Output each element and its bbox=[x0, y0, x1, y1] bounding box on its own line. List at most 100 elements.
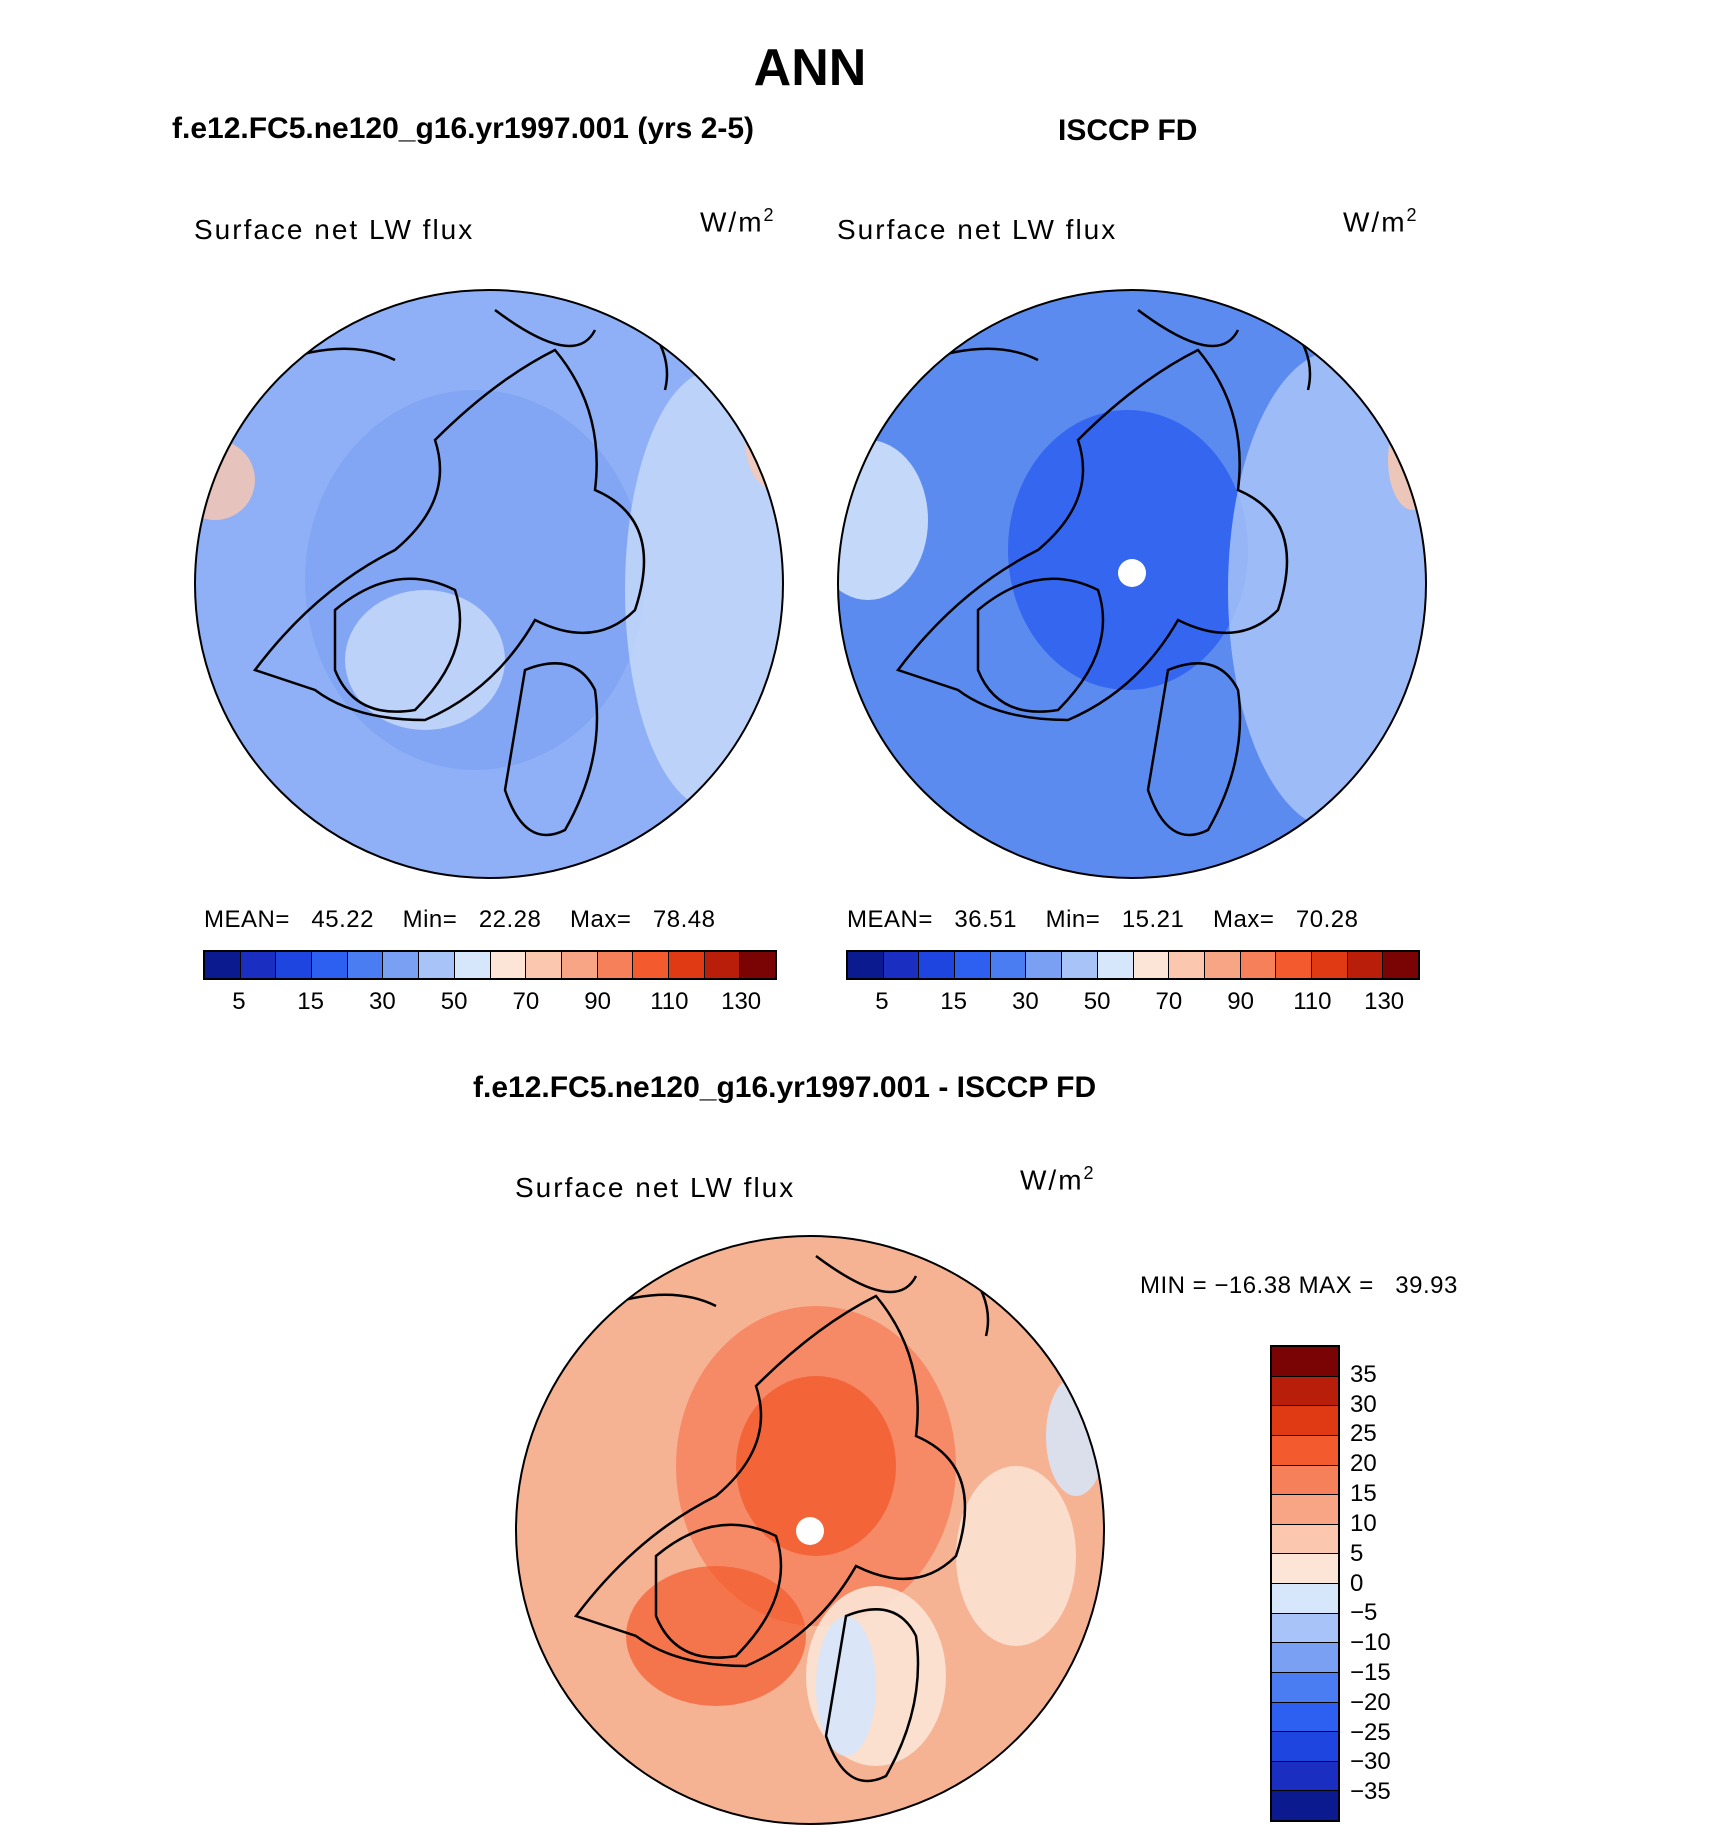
diff-coastline bbox=[654, 1523, 783, 1659]
model-stats: MEAN= 45.22 Min= 22.28 Max= 78.48 bbox=[204, 906, 716, 933]
colorbar-tick-label: −20 bbox=[1350, 1688, 1391, 1716]
colorbar-swatch bbox=[1272, 1347, 1338, 1377]
colorbar-swatch bbox=[1347, 952, 1384, 978]
diff-field-region bbox=[816, 1616, 876, 1756]
colorbar-swatch bbox=[1272, 1554, 1338, 1584]
obs-field-region bbox=[1008, 410, 1248, 690]
colorbar-swatch bbox=[1240, 952, 1277, 978]
colorbar-swatch bbox=[1272, 1406, 1338, 1436]
diff-units-label: W/m2 bbox=[1020, 1163, 1096, 1196]
colorbar-tick-label: 130 bbox=[1364, 988, 1405, 1015]
colorbar-swatch bbox=[704, 952, 741, 978]
colorbar-swatch bbox=[561, 952, 598, 978]
diff-variable-label: Surface net LW flux bbox=[515, 1172, 796, 1203]
colorbar-swatch bbox=[1272, 1524, 1338, 1555]
colorbar-swatch bbox=[490, 952, 527, 978]
diff-field-region bbox=[736, 1376, 896, 1556]
colorbar-tick-label: 25 bbox=[1350, 1420, 1377, 1448]
colorbar-swatch bbox=[919, 952, 956, 978]
colorbar-swatch bbox=[1311, 952, 1348, 978]
obs-coastline bbox=[895, 348, 1289, 722]
colorbar-swatch bbox=[633, 952, 669, 978]
diff-field-region bbox=[956, 1466, 1076, 1646]
colorbar-tick-label: 30 bbox=[1350, 1390, 1377, 1418]
colorbar-tick-label: 50 bbox=[1083, 988, 1111, 1015]
colorbar-swatch bbox=[668, 952, 705, 978]
colorbar-tick-label: −10 bbox=[1350, 1629, 1391, 1657]
colorbar-swatch bbox=[454, 952, 491, 978]
diff-coastline bbox=[824, 1608, 920, 1783]
colorbar-swatch bbox=[1026, 952, 1063, 978]
colorbar-tick-label: 110 bbox=[650, 988, 689, 1015]
colorbar-swatch bbox=[276, 952, 313, 978]
model-coastline bbox=[503, 662, 599, 837]
colorbar-swatch bbox=[883, 952, 920, 978]
colorbar-tick-label: −5 bbox=[1350, 1599, 1378, 1627]
model-polar-map bbox=[194, 289, 784, 879]
diff-field-region bbox=[626, 1566, 806, 1706]
colorbar-tick-label: 110 bbox=[1293, 988, 1332, 1015]
obs-variable-label: Surface net LW flux bbox=[837, 214, 1118, 245]
colorbar-swatch bbox=[1272, 1643, 1338, 1673]
colorbar-tick-label: 130 bbox=[721, 988, 762, 1015]
colorbar-swatch bbox=[597, 952, 634, 978]
colorbar-tick-label: 15 bbox=[1350, 1480, 1377, 1508]
model-field-region bbox=[625, 370, 783, 810]
diff-pole-missing-data bbox=[796, 1517, 824, 1545]
colorbar-tick-label: 5 bbox=[232, 988, 246, 1015]
colorbar-swatch bbox=[848, 952, 884, 978]
obs-polar-map bbox=[837, 289, 1427, 879]
obs-field-region bbox=[838, 440, 928, 600]
model-coastline bbox=[333, 577, 462, 713]
colorbar-tick-label: 20 bbox=[1350, 1450, 1377, 1478]
colorbar-swatch bbox=[1272, 1435, 1338, 1466]
obs-field-region bbox=[1228, 350, 1426, 830]
colorbar-swatch bbox=[1272, 1465, 1338, 1496]
colorbar-tick-label: −15 bbox=[1350, 1658, 1391, 1686]
colorbar-swatch bbox=[1272, 1376, 1338, 1407]
colorbar-swatch bbox=[740, 952, 775, 978]
colorbar-tick-label: 70 bbox=[512, 988, 540, 1015]
model-colorbar bbox=[203, 950, 777, 980]
colorbar-swatch bbox=[1272, 1702, 1338, 1733]
colorbar-swatch bbox=[1272, 1791, 1338, 1820]
colorbar-swatch bbox=[526, 952, 562, 978]
model-field-region bbox=[745, 390, 783, 490]
colorbar-tick-label: 30 bbox=[369, 988, 396, 1015]
colorbar-swatch bbox=[1272, 1495, 1338, 1525]
colorbar-swatch bbox=[347, 952, 384, 978]
model-field-region bbox=[345, 590, 505, 730]
colorbar-tick-label: 15 bbox=[940, 988, 967, 1015]
obs-pole-missing-data bbox=[1118, 559, 1146, 587]
obs-coastline bbox=[976, 577, 1105, 713]
colorbar-tick-label: 0 bbox=[1350, 1569, 1364, 1597]
colorbar-tick-label: −25 bbox=[1350, 1718, 1391, 1746]
obs-stats: MEAN= 36.51 Min= 15.21 Max= 70.28 bbox=[847, 906, 1359, 933]
colorbar-swatch bbox=[419, 952, 455, 978]
obs-colorbar-ticks: 5 15 30 50 70 90 110 130 bbox=[846, 988, 1420, 1018]
colorbar-tick-label: 70 bbox=[1155, 988, 1183, 1015]
obs-coastline bbox=[1146, 662, 1242, 837]
obs-units-label: W/m2 bbox=[1343, 205, 1419, 238]
colorbar-tick-label: 10 bbox=[1350, 1509, 1377, 1537]
colorbar-swatch bbox=[955, 952, 991, 978]
colorbar-swatch bbox=[1062, 952, 1098, 978]
colorbar-swatch bbox=[1272, 1761, 1338, 1792]
page-title: ANN bbox=[753, 39, 867, 97]
model-units-label: W/m2 bbox=[700, 205, 776, 238]
colorbar-tick-label: 35 bbox=[1350, 1360, 1377, 1388]
diff-colorbar-ticks: 35 30 25 20 15 10 5 0 −5 −10 −15 −20 −25 −30 −35 bbox=[1350, 1345, 1470, 1822]
diff-panel-title: f.e12.FC5.ne120_g16.yr1997.001 - ISCCP F… bbox=[473, 1071, 1097, 1104]
colorbar-tick-label: 15 bbox=[297, 988, 324, 1015]
model-panel-title: f.e12.FC5.ne120_g16.yr1997.001 (yrs 2-5) bbox=[172, 112, 755, 145]
diff-colorbar bbox=[1270, 1345, 1340, 1822]
colorbar-tick-label: 5 bbox=[1350, 1539, 1364, 1567]
colorbar-swatch bbox=[1276, 952, 1312, 978]
model-colorbar-ticks: 5 15 30 50 70 90 110 130 bbox=[203, 988, 777, 1018]
colorbar-tick-label: −35 bbox=[1350, 1778, 1391, 1806]
colorbar-swatch bbox=[1204, 952, 1241, 978]
diff-polar-map bbox=[515, 1235, 1105, 1825]
model-coastline bbox=[252, 348, 646, 722]
colorbar-tick-label: −30 bbox=[1350, 1748, 1391, 1776]
colorbar-swatch bbox=[1272, 1732, 1338, 1762]
